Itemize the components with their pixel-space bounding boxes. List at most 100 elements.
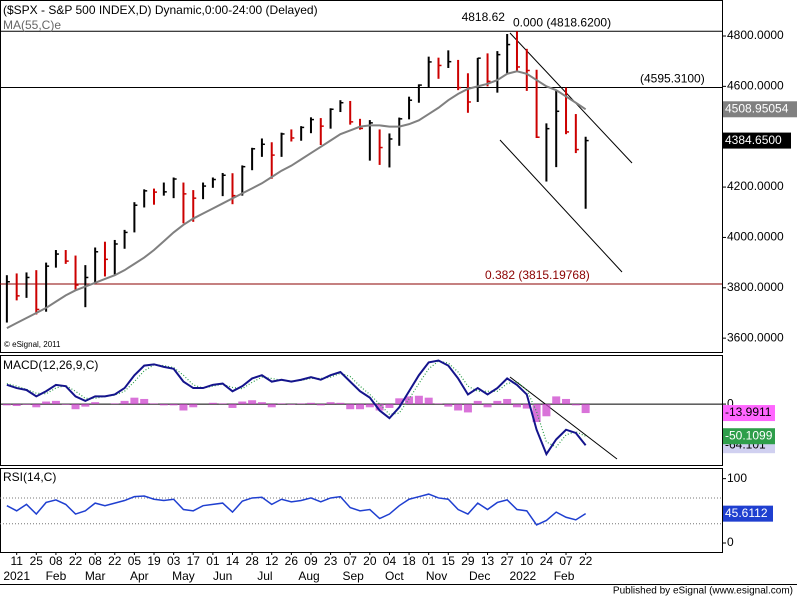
ma-line	[6, 70, 587, 329]
x-tick-label: 04	[383, 554, 397, 568]
histogram-bar	[61, 404, 70, 405]
histogram-bar	[316, 404, 325, 406]
macd-title: MACD(12,26,9,C)	[3, 358, 98, 372]
histogram-bar	[552, 396, 561, 405]
x-tick-label: 18	[402, 554, 416, 568]
histogram-bar	[2, 404, 11, 406]
month-label: 2021	[3, 569, 30, 583]
x-tick-label: 22	[69, 554, 83, 568]
y-tick-label: 0	[727, 535, 734, 549]
last-price-label: 4384.6500	[725, 133, 782, 147]
signal-value-label: -50.1099	[725, 428, 773, 442]
pane-frames	[0, 0, 797, 585]
x-tick-label: 23	[324, 554, 338, 568]
histogram-bar	[414, 395, 423, 405]
histogram-bar	[189, 404, 198, 408]
x-tick-label: 11	[10, 554, 23, 568]
histogram-bar	[356, 404, 365, 410]
y-tick-label: 4800.0000	[727, 28, 784, 42]
trend-lines	[499, 32, 633, 460]
x-tick-label: 01	[422, 554, 436, 568]
histogram-bar	[130, 397, 139, 405]
histogram-bar	[150, 403, 159, 405]
x-tick-label: 27	[500, 554, 514, 568]
month-label: Nov	[426, 569, 447, 583]
month-label: Oct	[385, 569, 404, 583]
histogram-bar	[228, 404, 237, 408]
x-tick-label: 09	[304, 554, 318, 568]
x-tick-label: 05	[128, 554, 142, 568]
histogram-bar	[512, 404, 521, 408]
rsi-title: RSI(14,C)	[3, 470, 56, 484]
level-label: 0.382 (3815.19768)	[485, 268, 590, 282]
price-pane	[0, 0, 723, 353]
histogram-value-box	[723, 405, 775, 422]
x-tick-label: 24	[540, 554, 554, 568]
histogram-bar	[336, 402, 345, 405]
histogram-bar	[267, 404, 276, 408]
histogram-bar	[542, 404, 551, 417]
month-label: Jun	[213, 569, 232, 583]
x-tick-label: 19	[147, 554, 161, 568]
histogram-bar	[32, 404, 41, 408]
histogram-bar	[581, 404, 590, 414]
rsi-line	[6, 493, 587, 526]
macd-pane	[0, 355, 723, 466]
histogram-bar	[277, 403, 286, 405]
histogram-bar	[306, 402, 315, 405]
histogram-bar	[218, 403, 227, 405]
y-tick-label: 4200.0000	[727, 179, 784, 193]
x-tick-label: 08	[88, 554, 102, 568]
histogram-bar	[365, 404, 374, 408]
histogram-bar	[248, 400, 257, 405]
histogram-bar	[493, 400, 502, 405]
histogram-bar	[12, 404, 21, 407]
legend-ma: MA(55,C)e	[3, 18, 61, 32]
last-price-box	[723, 132, 791, 149]
histogram-bar	[463, 404, 472, 413]
channel-lower	[499, 139, 623, 273]
y-tick-label: 0	[727, 396, 734, 410]
histogram-bar	[91, 402, 100, 405]
histogram-bar	[405, 396, 414, 405]
plot-layer: 4800.0000 4600.0000 4200.0000 4000.0000 3800…	[0, 10, 797, 583]
histogram-bar	[326, 402, 335, 405]
histogram-value-label: -13.9911	[725, 405, 772, 419]
macd-line	[6, 359, 587, 457]
histogram-bar	[159, 404, 168, 406]
month-label: Feb	[46, 569, 67, 583]
month-label: Feb	[554, 569, 575, 583]
histogram-bar	[454, 404, 463, 411]
x-tick-label: 01	[206, 554, 220, 568]
histogram-bar	[346, 404, 355, 410]
histogram-bar	[434, 403, 443, 405]
x-tick-label: 12	[265, 554, 279, 568]
x-tick-label: 29	[461, 554, 475, 568]
histogram-bar	[169, 404, 178, 406]
histogram-bar	[140, 398, 149, 405]
y-tick-label: 3800.0000	[727, 280, 784, 294]
month-label: Aug	[298, 569, 319, 583]
histogram-bar	[81, 404, 90, 407]
histogram-bar	[257, 402, 266, 405]
histogram-bar	[110, 403, 119, 405]
month-label: 2022	[510, 569, 537, 583]
x-tick-label: 20	[363, 554, 377, 568]
channel-upper	[509, 32, 633, 164]
x-tick-label: 08	[49, 554, 63, 568]
x-tick-label: 15	[442, 554, 456, 568]
histogram-bar	[120, 400, 129, 405]
macd-trend-line	[509, 376, 618, 460]
x-tick-label: 28	[245, 554, 259, 568]
x-tick-label: 25	[30, 554, 44, 568]
histogram-bar	[238, 401, 247, 405]
y-tick-label: 4000.0000	[727, 230, 784, 244]
x-tick-label: 26	[285, 554, 299, 568]
x-tick-label: 07	[559, 554, 573, 568]
month-label: Sep	[342, 569, 364, 583]
chart-title: ($SPX - S&P 500 INDEX,D) Dynamic,0:00-24…	[3, 3, 318, 17]
x-tick-label: 22	[579, 554, 593, 568]
x-tick-label: 07	[344, 554, 358, 568]
histogram-bar	[522, 404, 531, 409]
